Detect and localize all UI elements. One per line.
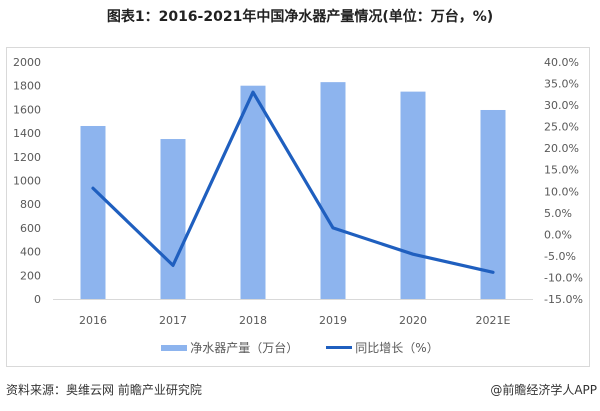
right-tick-label: 35.0% [544,78,579,91]
left-tick-label: 1800 [13,80,41,93]
right-tick-label: 30.0% [544,99,579,112]
left-tick-label: 1000 [13,175,41,188]
left-axis-ticks: 0 200 400 600 800 1000 1200 1400 1600 1800 2000 [13,56,41,306]
source-note: 资料来源：奥维云网 前瞻产业研究院 [6,383,202,397]
right-tick-label: 25.0% [544,121,579,134]
x-tick-label: 2020 [399,314,427,327]
bar-2017 [160,139,186,299]
right-tick-label: 5.0% [544,207,572,220]
growth-line-series [91,90,495,274]
chart-frame [6,47,590,367]
left-tick-label: 400 [20,246,41,259]
legend-label-production: 净水器产量（万台） [190,341,299,355]
credit-note: @前瞻经济学人APP [490,383,597,397]
left-tick-label: 1600 [13,103,41,116]
bar-2018 [240,85,266,299]
right-tick-label: -5.0% [544,250,576,263]
left-tick-label: 2000 [13,56,41,69]
left-tick-label: 0 [34,293,41,306]
left-tick-label: 200 [20,269,41,282]
bar-2020 [400,91,426,299]
legend-item-growth: 同比增长（%） [326,339,439,356]
left-tick-label: 600 [20,222,41,235]
x-tick-label: 2016 [79,314,107,327]
left-tick-label: 1200 [13,151,41,164]
right-tick-label: 10.0% [544,185,579,198]
x-axis-labels: 2016 2017 2018 2019 2020 2021E [79,314,511,327]
line-swatch-icon [326,346,353,349]
x-tick-label: 2021E [476,314,511,327]
x-tick-label: 2019 [319,314,347,327]
left-tick-label: 1400 [13,127,41,140]
chart-legend: 净水器产量（万台） 同比增长（%） [0,339,600,356]
right-tick-label: -10.0% [544,271,583,284]
legend-label-growth: 同比增长（%） [355,341,439,355]
right-axis-ticks: -15.0% -10.0% -5.0% 0.0% 5.0% 10.0% 15.0% 20.0%… [544,56,583,306]
x-tick-label: 2017 [159,314,187,327]
right-tick-label: 0.0% [544,228,572,241]
bar-swatch-icon [161,344,188,351]
bar-2019 [320,82,346,300]
footer: 资料来源：奥维云网 前瞻产业研究院 @前瞻经济学人APP [6,381,597,398]
bar-series [80,82,506,300]
bar-2021E [480,109,506,300]
left-tick-label: 800 [20,198,41,211]
x-tick-label: 2018 [239,314,267,327]
right-tick-label: 40.0% [544,56,579,69]
chart-title: 图表1：2016-2021年中国净水器产量情况(单位：万台，%) [106,9,494,25]
right-tick-label: -15.0% [544,293,583,306]
legend-item-production: 净水器产量（万台） [161,339,298,356]
bar-2016 [80,125,106,300]
right-tick-label: 15.0% [544,164,579,177]
right-tick-label: 20.0% [544,142,579,155]
